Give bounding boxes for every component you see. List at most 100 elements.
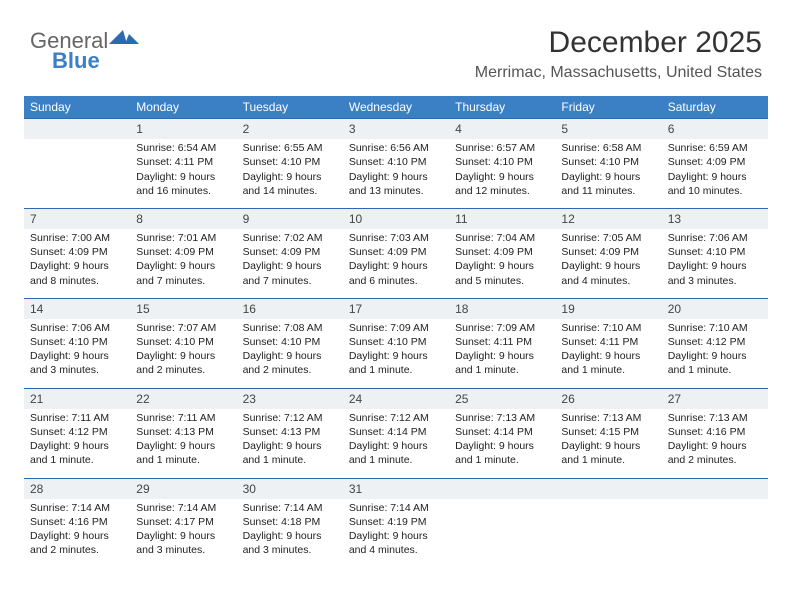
sunrise-text: Sunrise: 7:11 AM [136, 411, 230, 425]
sunset-text: Sunset: 4:10 PM [243, 155, 337, 169]
brand-triangle2-icon [125, 34, 139, 44]
col-saturday: Saturday [662, 96, 768, 119]
day-number-cell: 8 [130, 208, 236, 229]
day-content-cell: Sunrise: 7:10 AMSunset: 4:12 PMDaylight:… [662, 319, 768, 388]
sunset-text: Sunset: 4:12 PM [30, 425, 124, 439]
day-number-row: 14151617181920 [24, 298, 768, 319]
sunrise-text: Sunrise: 7:05 AM [561, 231, 655, 245]
sunset-text: Sunset: 4:09 PM [561, 245, 655, 259]
sunset-text: Sunset: 4:19 PM [349, 515, 443, 529]
day-number-cell: 11 [449, 208, 555, 229]
day-content-row: Sunrise: 7:11 AMSunset: 4:12 PMDaylight:… [24, 409, 768, 478]
sunset-text: Sunset: 4:10 PM [561, 155, 655, 169]
day-number-cell: 10 [343, 208, 449, 229]
sunset-text: Sunset: 4:13 PM [136, 425, 230, 439]
daylight-text: Daylight: 9 hours [30, 349, 124, 363]
daylight-text: Daylight: 9 hours [136, 170, 230, 184]
col-sunday: Sunday [24, 96, 130, 119]
daylight-text: and 1 minute. [561, 363, 655, 377]
sunrise-text: Sunrise: 7:10 AM [561, 321, 655, 335]
sunset-text: Sunset: 4:09 PM [349, 245, 443, 259]
day-number-cell: 16 [237, 298, 343, 319]
sunrise-text: Sunrise: 6:57 AM [455, 141, 549, 155]
daylight-text: Daylight: 9 hours [668, 259, 762, 273]
sunrise-text: Sunrise: 7:13 AM [668, 411, 762, 425]
daylight-text: and 2 minutes. [136, 363, 230, 377]
daylight-text: and 3 minutes. [668, 274, 762, 288]
daylight-text: Daylight: 9 hours [136, 259, 230, 273]
daylight-text: Daylight: 9 hours [30, 529, 124, 543]
daylight-text: and 1 minute. [136, 453, 230, 467]
sunset-text: Sunset: 4:18 PM [243, 515, 337, 529]
sunrise-text: Sunrise: 7:14 AM [30, 501, 124, 515]
daylight-text: and 4 minutes. [561, 274, 655, 288]
day-content-row: Sunrise: 6:54 AMSunset: 4:11 PMDaylight:… [24, 139, 768, 208]
daylight-text: Daylight: 9 hours [561, 259, 655, 273]
daylight-text: Daylight: 9 hours [561, 439, 655, 453]
daylight-text: Daylight: 9 hours [455, 259, 549, 273]
sunrise-text: Sunrise: 6:56 AM [349, 141, 443, 155]
sunrise-text: Sunrise: 6:55 AM [243, 141, 337, 155]
day-number-cell [449, 478, 555, 499]
day-content-cell: Sunrise: 7:05 AMSunset: 4:09 PMDaylight:… [555, 229, 661, 298]
daylight-text: Daylight: 9 hours [668, 170, 762, 184]
day-content-row: Sunrise: 7:14 AMSunset: 4:16 PMDaylight:… [24, 499, 768, 568]
daylight-text: and 7 minutes. [243, 274, 337, 288]
day-content-cell: Sunrise: 7:09 AMSunset: 4:10 PMDaylight:… [343, 319, 449, 388]
sunrise-text: Sunrise: 6:54 AM [136, 141, 230, 155]
sunrise-text: Sunrise: 7:09 AM [349, 321, 443, 335]
sunrise-text: Sunrise: 7:09 AM [455, 321, 549, 335]
daylight-text: and 11 minutes. [561, 184, 655, 198]
day-content-cell: Sunrise: 7:14 AMSunset: 4:18 PMDaylight:… [237, 499, 343, 568]
sunset-text: Sunset: 4:16 PM [668, 425, 762, 439]
daylight-text: and 12 minutes. [455, 184, 549, 198]
daylight-text: and 2 minutes. [30, 543, 124, 557]
daylight-text: and 5 minutes. [455, 274, 549, 288]
daylight-text: Daylight: 9 hours [243, 170, 337, 184]
daylight-text: Daylight: 9 hours [136, 349, 230, 363]
day-number-row: 78910111213 [24, 208, 768, 229]
day-content-cell: Sunrise: 7:06 AMSunset: 4:10 PMDaylight:… [662, 229, 768, 298]
day-number-cell: 12 [555, 208, 661, 229]
daylight-text: Daylight: 9 hours [30, 439, 124, 453]
day-number-cell [24, 119, 130, 140]
daylight-text: Daylight: 9 hours [455, 349, 549, 363]
day-content-cell [662, 499, 768, 568]
sunrise-text: Sunrise: 7:00 AM [30, 231, 124, 245]
day-number-row: 123456 [24, 119, 768, 140]
day-content-cell: Sunrise: 7:09 AMSunset: 4:11 PMDaylight:… [449, 319, 555, 388]
day-content-cell: Sunrise: 7:02 AMSunset: 4:09 PMDaylight:… [237, 229, 343, 298]
day-number-cell: 28 [24, 478, 130, 499]
sunset-text: Sunset: 4:09 PM [668, 155, 762, 169]
day-content-cell: Sunrise: 6:57 AMSunset: 4:10 PMDaylight:… [449, 139, 555, 208]
day-content-cell: Sunrise: 7:11 AMSunset: 4:12 PMDaylight:… [24, 409, 130, 478]
day-content-cell [555, 499, 661, 568]
sunset-text: Sunset: 4:10 PM [455, 155, 549, 169]
col-tuesday: Tuesday [237, 96, 343, 119]
daylight-text: and 3 minutes. [243, 543, 337, 557]
daylight-text: Daylight: 9 hours [136, 439, 230, 453]
day-number-cell: 23 [237, 388, 343, 409]
day-content-cell: Sunrise: 6:55 AMSunset: 4:10 PMDaylight:… [237, 139, 343, 208]
day-content-cell: Sunrise: 7:04 AMSunset: 4:09 PMDaylight:… [449, 229, 555, 298]
day-number-cell: 13 [662, 208, 768, 229]
daylight-text: Daylight: 9 hours [243, 439, 337, 453]
sunset-text: Sunset: 4:09 PM [30, 245, 124, 259]
sunset-text: Sunset: 4:09 PM [243, 245, 337, 259]
day-number-cell [662, 478, 768, 499]
sunset-text: Sunset: 4:14 PM [349, 425, 443, 439]
day-content-cell: Sunrise: 7:01 AMSunset: 4:09 PMDaylight:… [130, 229, 236, 298]
sunrise-text: Sunrise: 7:04 AM [455, 231, 549, 245]
day-content-row: Sunrise: 7:00 AMSunset: 4:09 PMDaylight:… [24, 229, 768, 298]
sunset-text: Sunset: 4:17 PM [136, 515, 230, 529]
sunset-text: Sunset: 4:10 PM [349, 155, 443, 169]
sunset-text: Sunset: 4:16 PM [30, 515, 124, 529]
day-number-cell: 29 [130, 478, 236, 499]
daylight-text: Daylight: 9 hours [349, 529, 443, 543]
day-number-cell: 3 [343, 119, 449, 140]
day-content-cell: Sunrise: 7:14 AMSunset: 4:17 PMDaylight:… [130, 499, 236, 568]
daylight-text: Daylight: 9 hours [668, 349, 762, 363]
day-number-cell: 25 [449, 388, 555, 409]
day-number-cell: 21 [24, 388, 130, 409]
day-content-cell: Sunrise: 7:13 AMSunset: 4:16 PMDaylight:… [662, 409, 768, 478]
